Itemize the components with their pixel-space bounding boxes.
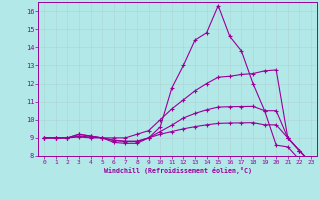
X-axis label: Windchill (Refroidissement éolien,°C): Windchill (Refroidissement éolien,°C)	[104, 167, 252, 174]
